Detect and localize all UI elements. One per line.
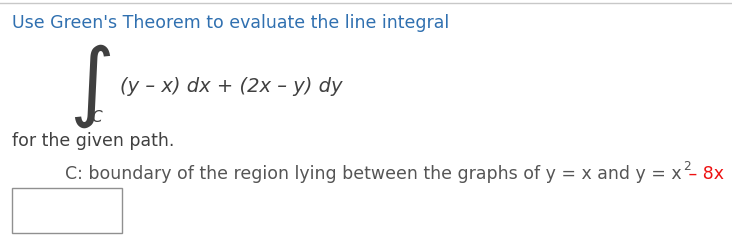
- Text: 2: 2: [683, 160, 690, 173]
- Text: – 8x: – 8x: [683, 165, 724, 183]
- Text: Use Green's Theorem to evaluate the line integral: Use Green's Theorem to evaluate the line…: [12, 14, 449, 32]
- Text: $\int$: $\int$: [69, 42, 111, 130]
- Bar: [12, 188, 122, 233]
- Text: C: C: [92, 109, 102, 125]
- Text: for the given path.: for the given path.: [12, 132, 174, 150]
- Text: C: boundary of the region lying between the graphs of y = x and y = x: C: boundary of the region lying between …: [65, 165, 681, 183]
- Text: (y – x) dx + (2x – y) dy: (y – x) dx + (2x – y) dy: [120, 76, 343, 95]
